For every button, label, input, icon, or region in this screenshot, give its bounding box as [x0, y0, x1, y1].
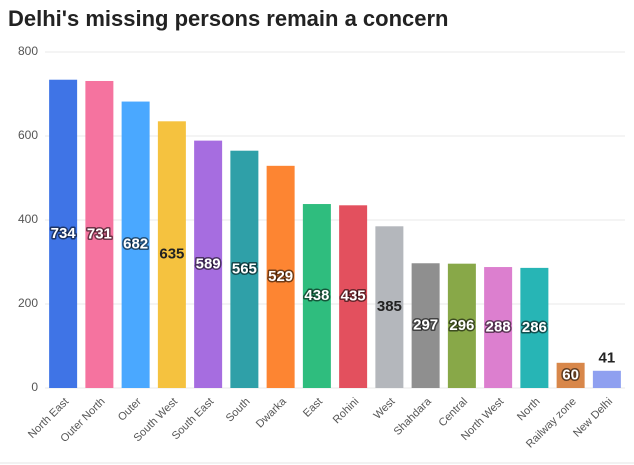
bar — [157, 121, 186, 389]
bar — [121, 101, 150, 388]
value-label: 435 — [341, 288, 366, 305]
bar — [302, 204, 331, 388]
bar — [194, 140, 223, 388]
value-label: 438 — [304, 287, 329, 304]
bar — [49, 79, 78, 388]
value-label: 60 — [562, 366, 579, 383]
value-label: 635 — [159, 246, 184, 263]
y-tick-label: 600 — [18, 128, 38, 142]
value-label: 288 — [486, 318, 511, 335]
x-tick-label: South — [224, 396, 253, 425]
bar — [411, 263, 440, 388]
bar — [266, 165, 295, 388]
bar — [230, 150, 259, 388]
bar — [85, 80, 114, 388]
x-tick-label: Rohini — [331, 396, 362, 427]
value-label: 296 — [449, 317, 474, 334]
value-label: 286 — [522, 319, 547, 336]
bar — [447, 263, 476, 388]
value-label: 529 — [268, 268, 293, 285]
x-tick-label: West — [371, 396, 397, 422]
bar — [520, 267, 549, 388]
value-label: 731 — [87, 225, 112, 242]
y-tick-label: 0 — [31, 380, 38, 394]
x-tick-label: North — [515, 396, 543, 424]
bar — [484, 267, 513, 388]
y-tick-label: 200 — [18, 296, 38, 310]
x-tick-label: East — [301, 396, 325, 420]
bar — [339, 205, 368, 388]
x-tick-label: Outer — [116, 395, 144, 423]
x-tick-label: Shahdara — [392, 395, 435, 438]
value-label: 682 — [123, 236, 148, 253]
x-tick-label: Central — [436, 396, 470, 430]
value-label: 385 — [377, 298, 402, 315]
bar — [375, 226, 404, 388]
value-label: 297 — [413, 317, 438, 334]
value-label: 589 — [196, 255, 221, 272]
y-tick-label: 800 — [18, 44, 38, 58]
x-tick-label: New Delhi — [571, 396, 615, 440]
bar — [592, 370, 621, 388]
value-label: 734 — [51, 225, 77, 242]
chart-title: Delhi's missing persons remain a concern — [8, 6, 449, 31]
y-tick-label: 400 — [18, 212, 38, 226]
value-label: 565 — [232, 260, 257, 277]
value-label: 41 — [599, 350, 616, 367]
x-tick-label: Dwarka — [254, 395, 289, 430]
bar — [556, 362, 585, 388]
